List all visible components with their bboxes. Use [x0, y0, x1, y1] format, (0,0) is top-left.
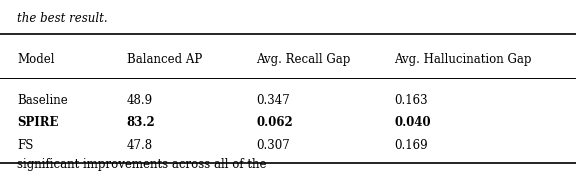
Text: significant improvements across all of the: significant improvements across all of t…: [17, 158, 267, 171]
Text: Model: Model: [17, 53, 55, 66]
Text: Balanced AP: Balanced AP: [127, 53, 202, 66]
Text: 0.163: 0.163: [395, 94, 428, 107]
Text: 83.2: 83.2: [127, 116, 156, 130]
Text: SPIRE: SPIRE: [17, 116, 59, 130]
Text: Baseline: Baseline: [17, 94, 68, 107]
Text: 0.307: 0.307: [256, 139, 290, 152]
Text: Avg. Hallucination Gap: Avg. Hallucination Gap: [395, 53, 532, 66]
Text: 0.169: 0.169: [395, 139, 428, 152]
Text: 0.040: 0.040: [395, 116, 431, 130]
Text: 0.062: 0.062: [256, 116, 293, 130]
Text: the best result.: the best result.: [17, 12, 108, 25]
Text: FS: FS: [17, 139, 33, 152]
Text: Avg. Recall Gap: Avg. Recall Gap: [256, 53, 351, 66]
Text: 48.9: 48.9: [127, 94, 153, 107]
Text: 47.8: 47.8: [127, 139, 153, 152]
Text: 0.347: 0.347: [256, 94, 290, 107]
